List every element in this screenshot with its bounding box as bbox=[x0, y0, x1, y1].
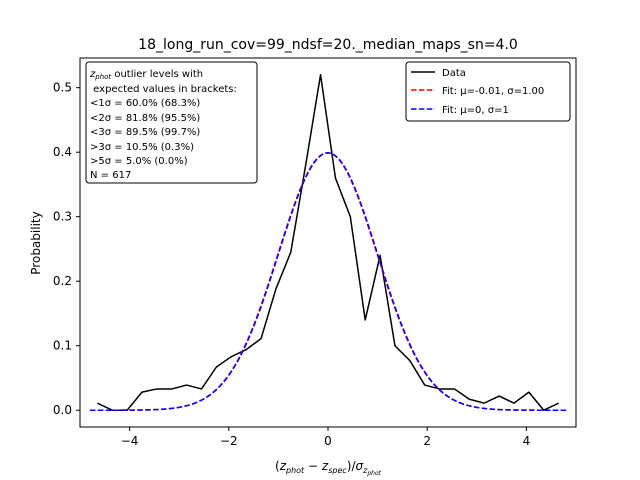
series-layer bbox=[89, 74, 567, 411]
series-line-data bbox=[97, 74, 559, 411]
x-tick-label: −4 bbox=[121, 434, 139, 448]
x-tick-label: −2 bbox=[220, 434, 238, 448]
legend-frame bbox=[405, 61, 571, 122]
legend: Data Fit: μ=-0.01, σ=1.00 Fit: μ=0, σ=1 bbox=[405, 61, 571, 122]
outlier-info-line-4: <2σ = 81.8% (95.5%) bbox=[90, 113, 200, 124]
outlier-info-frame bbox=[85, 61, 258, 184]
x-tick-label: 0 bbox=[324, 434, 332, 448]
legend-label-fit-blue: Fit: μ=0, σ=1 bbox=[442, 105, 509, 116]
outlier-info-box: zphot outlier levels with expected value… bbox=[85, 61, 258, 184]
series-line-fit-blue bbox=[89, 152, 567, 411]
x-tick-label: 2 bbox=[423, 434, 431, 448]
outlier-info-line-7: >5σ = 5.0% (0.0%) bbox=[90, 156, 188, 167]
chart-title: 18_long_run_cov=99_ndsf=20._median_maps_… bbox=[138, 37, 518, 53]
y-tick-label: 0.2 bbox=[53, 274, 72, 288]
y-tick-label: 0.5 bbox=[53, 81, 72, 95]
outlier-info-line-5: <3σ = 89.5% (99.7%) bbox=[90, 127, 200, 138]
legend-label-data: Data bbox=[442, 68, 466, 79]
x-axis: −4 −2 0 2 4 bbox=[121, 427, 530, 448]
y-tick-label: 0.0 bbox=[53, 403, 72, 417]
y-tick-label: 0.4 bbox=[53, 145, 72, 159]
outlier-info-line-8: N = 617 bbox=[90, 170, 131, 181]
x-tick-label: 4 bbox=[523, 434, 531, 448]
outlier-info-line-2: expected values in brackets: bbox=[90, 84, 237, 95]
y-tick-label: 0.1 bbox=[53, 339, 72, 353]
y-tick-label: 0.3 bbox=[53, 210, 72, 224]
outlier-info-line-3: <1σ = 60.0% (68.3%) bbox=[90, 98, 200, 109]
outlier-info-line-1: zphot outlier levels with bbox=[89, 69, 203, 81]
outlier-info-line-6: >3σ = 10.5% (0.3%) bbox=[90, 142, 194, 153]
y-axis: 0.0 0.1 0.2 0.3 0.4 0.5 bbox=[53, 81, 80, 417]
legend-label-fit-red: Fit: μ=-0.01, σ=1.00 bbox=[442, 86, 544, 97]
y-axis-label: Probability bbox=[29, 211, 43, 274]
